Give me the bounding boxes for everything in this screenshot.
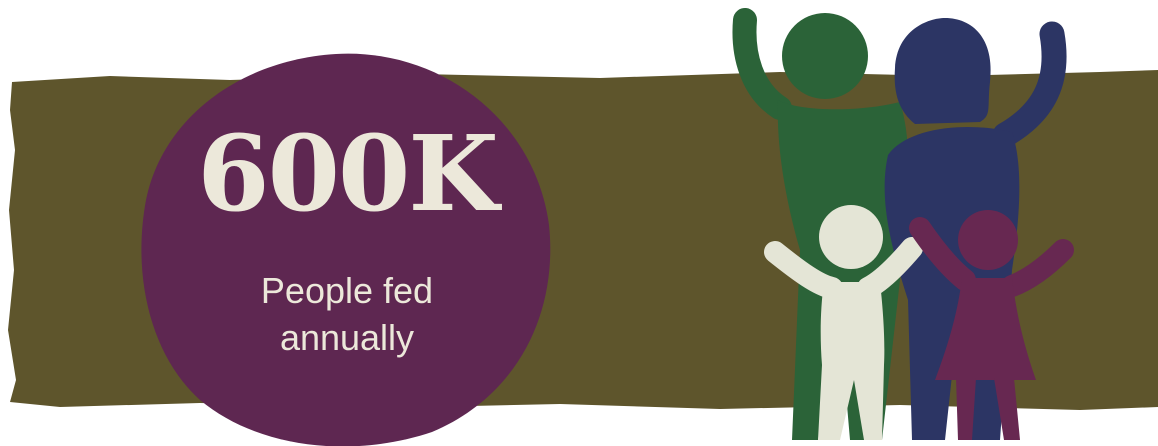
adult-green-arm-raised bbox=[732, 8, 792, 120]
adult-green-head bbox=[782, 13, 868, 99]
child-purple-arm-right bbox=[1001, 239, 1074, 297]
child-purple-dress bbox=[935, 278, 1036, 380]
stat-label-line-1: People fed bbox=[260, 270, 434, 311]
stat-blob-shape bbox=[141, 53, 551, 446]
stat-label-line-2: annually bbox=[279, 316, 415, 358]
child-purple-head bbox=[958, 210, 1018, 270]
adult-navy-arm-raised bbox=[992, 21, 1067, 148]
child-purple-legs bbox=[956, 378, 1020, 440]
child-cream-body bbox=[818, 282, 885, 440]
child-purple-figure bbox=[909, 210, 1074, 440]
child-purple-arm-left bbox=[909, 217, 976, 291]
stat-label: People fed annually bbox=[140, 268, 554, 362]
child-cream-head bbox=[819, 205, 883, 269]
stat-value: 600K bbox=[197, 112, 498, 235]
stat-blob bbox=[141, 53, 551, 446]
adult-navy-head-hair bbox=[894, 18, 991, 124]
child-cream-figure bbox=[764, 205, 923, 440]
